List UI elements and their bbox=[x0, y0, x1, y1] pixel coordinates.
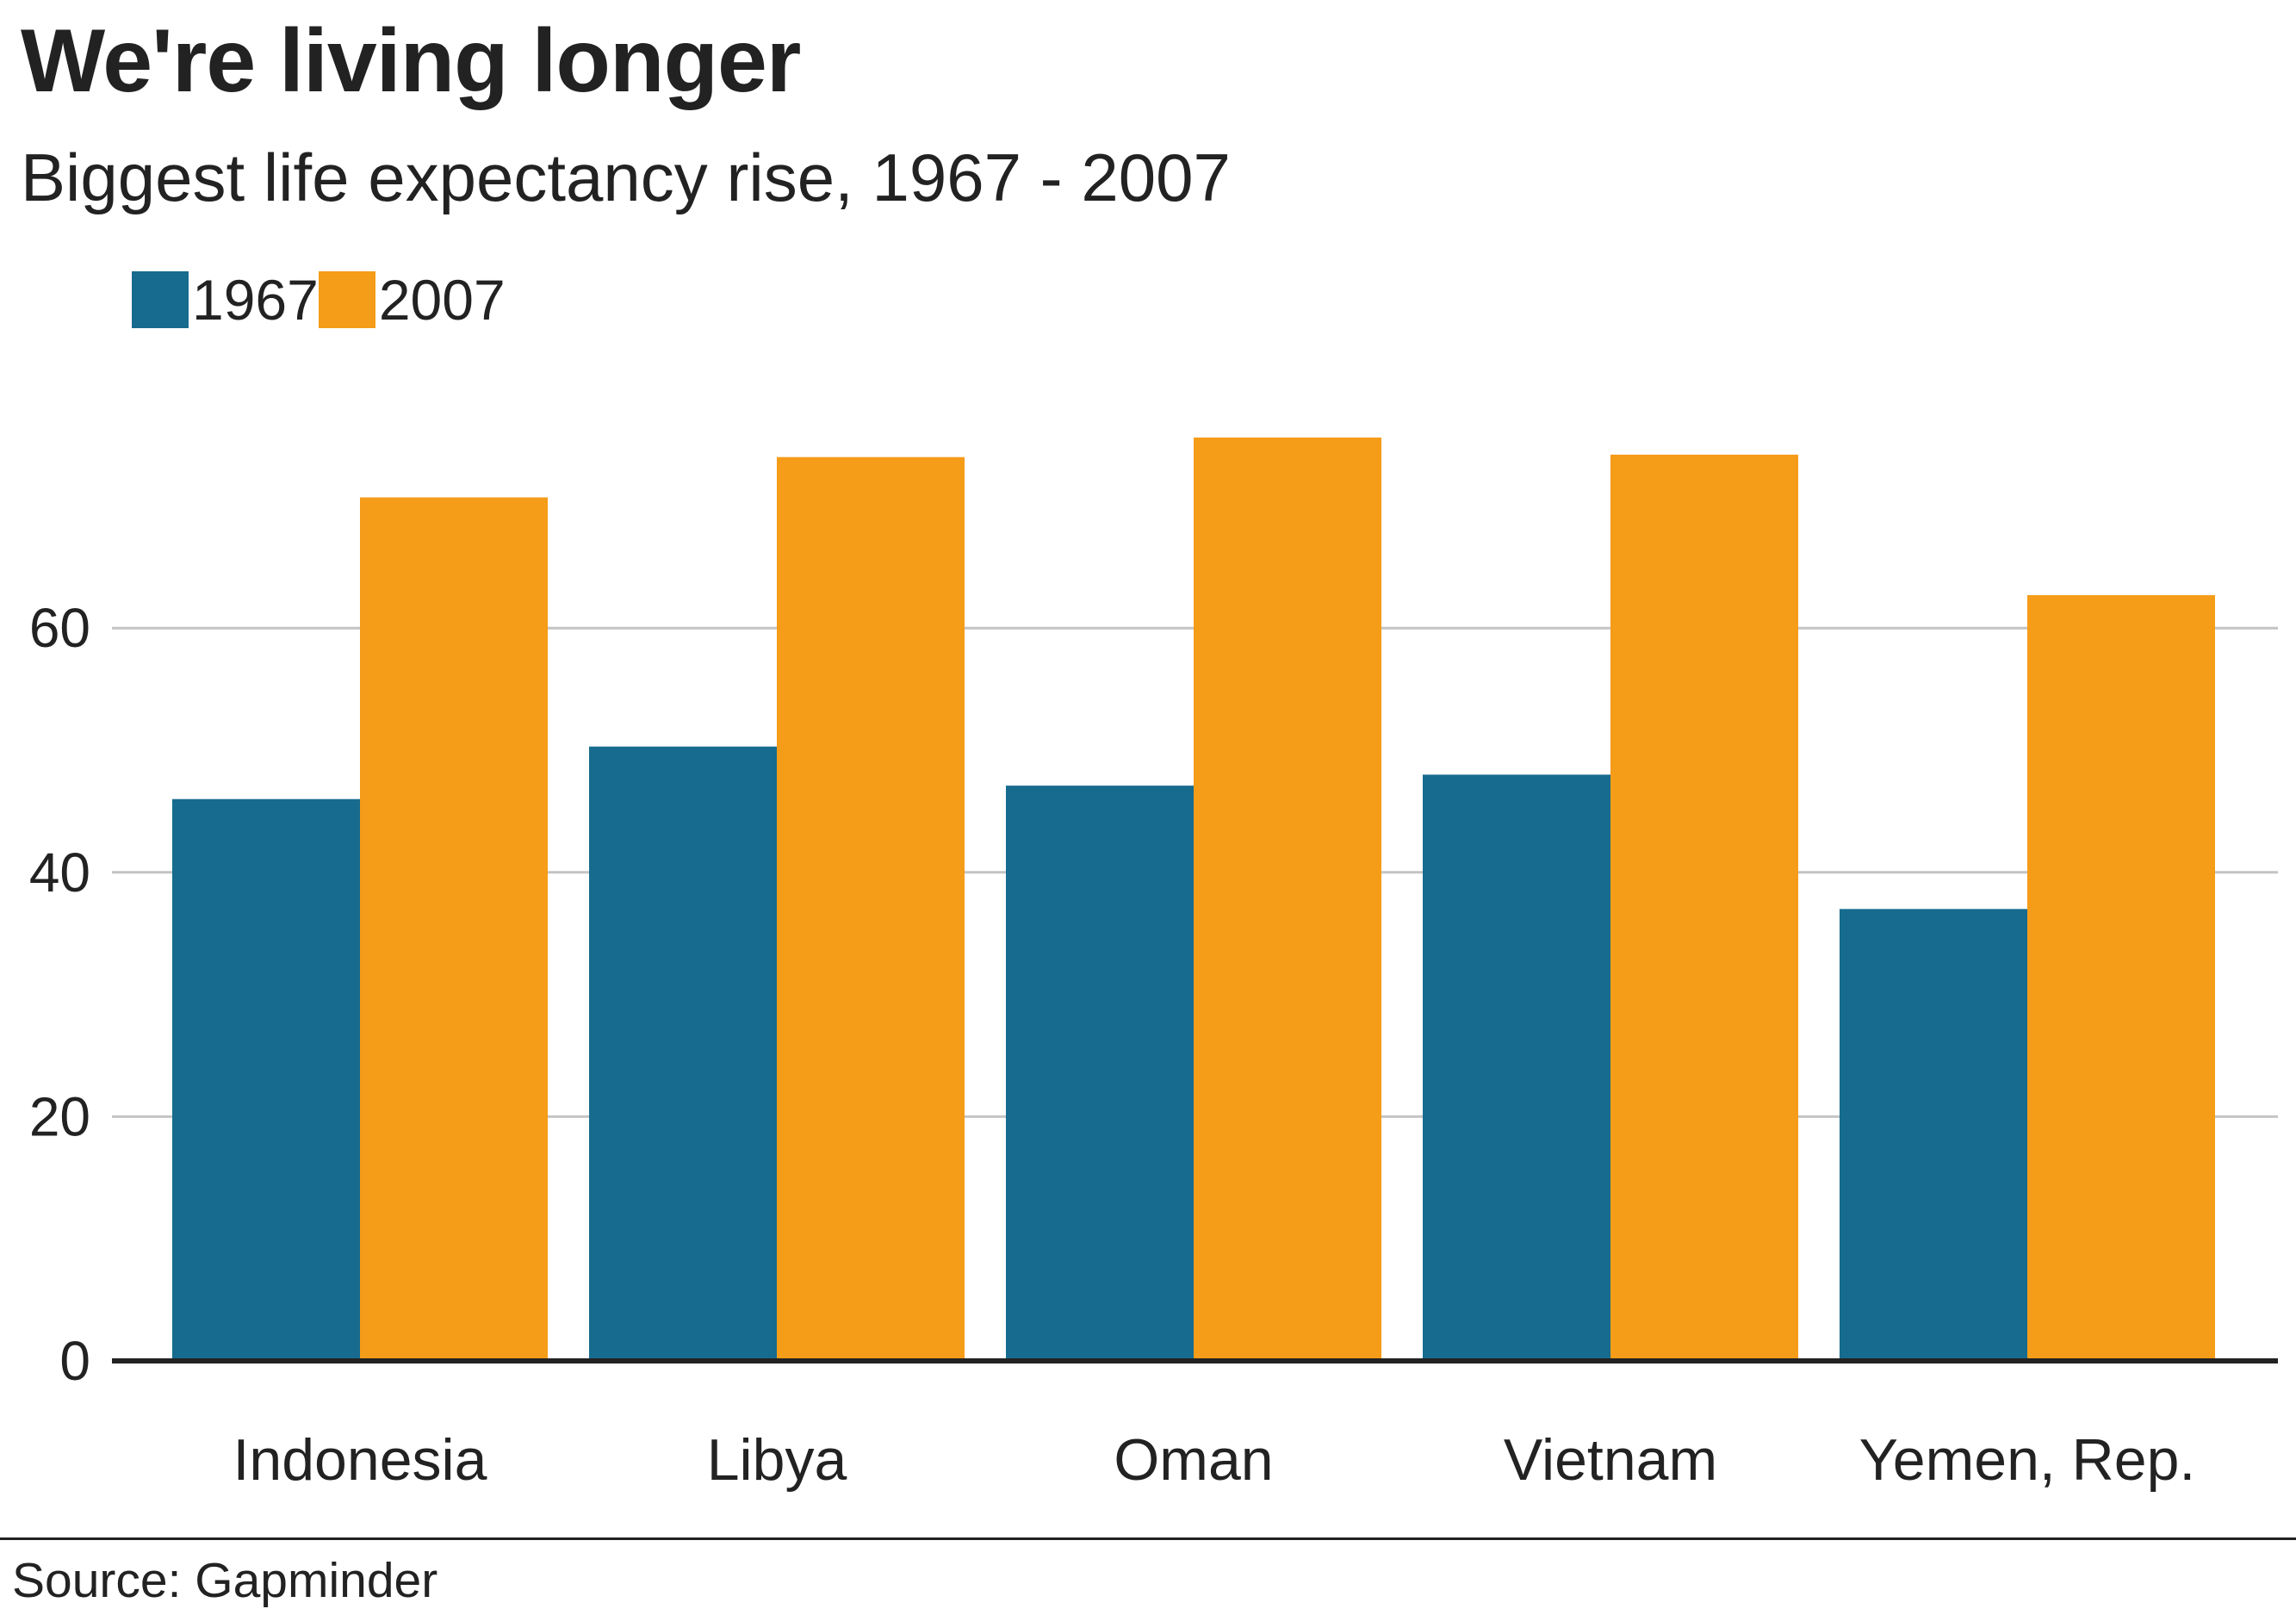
y-tick-label-40: 40 bbox=[29, 842, 90, 904]
legend: 1967 2007 bbox=[132, 269, 506, 331]
bar-vietnam-2007 bbox=[1610, 454, 1798, 1361]
legend-label-2007: 2007 bbox=[378, 268, 506, 332]
bar-libya-1967 bbox=[589, 746, 777, 1361]
x-tick-label-indonesia: Indonesia bbox=[233, 1427, 487, 1493]
x-tick-label-yemen-rep: Yemen, Rep. bbox=[1859, 1427, 2196, 1493]
bar-vietnam-1967 bbox=[1423, 774, 1610, 1361]
legend-swatch-1967 bbox=[132, 271, 189, 328]
bar-indonesia-1967 bbox=[172, 798, 360, 1361]
bar-libya-2007 bbox=[777, 457, 965, 1362]
bar-chart: 0 20 40 60 Indonesia Libya Oman Vietnam Yemen, R… bbox=[29, 437, 2278, 1493]
legend-label-1967: 1967 bbox=[192, 268, 319, 332]
y-tick-label-60: 60 bbox=[29, 597, 90, 659]
legend-swatch-2007 bbox=[318, 271, 375, 328]
legend-item-2007: 2007 bbox=[318, 268, 506, 332]
bar-indonesia-2007 bbox=[360, 497, 548, 1361]
x-tick-label-libya: Libya bbox=[707, 1427, 847, 1493]
chart-subtitle: Biggest life expectancy rise, 1967 - 200… bbox=[21, 140, 1231, 215]
x-tick-label-vietnam: Vietnam bbox=[1504, 1427, 1717, 1493]
bar-oman-2007 bbox=[1194, 437, 1381, 1362]
y-tick-label-0: 0 bbox=[59, 1330, 90, 1392]
x-tick-label-oman: Oman bbox=[1114, 1427, 1273, 1493]
chart-title: We're living longer bbox=[21, 11, 801, 111]
legend-item-1967: 1967 bbox=[132, 271, 319, 328]
source-note: Source: Gapminder bbox=[12, 1553, 438, 1608]
y-tick-label-20: 20 bbox=[29, 1085, 90, 1147]
source-divider bbox=[0, 1537, 2296, 1540]
bar-yemen-rep-1967 bbox=[1840, 909, 2027, 1361]
bar-yemen-rep-2007 bbox=[2027, 594, 2215, 1361]
bar-oman-1967 bbox=[1006, 786, 1194, 1361]
